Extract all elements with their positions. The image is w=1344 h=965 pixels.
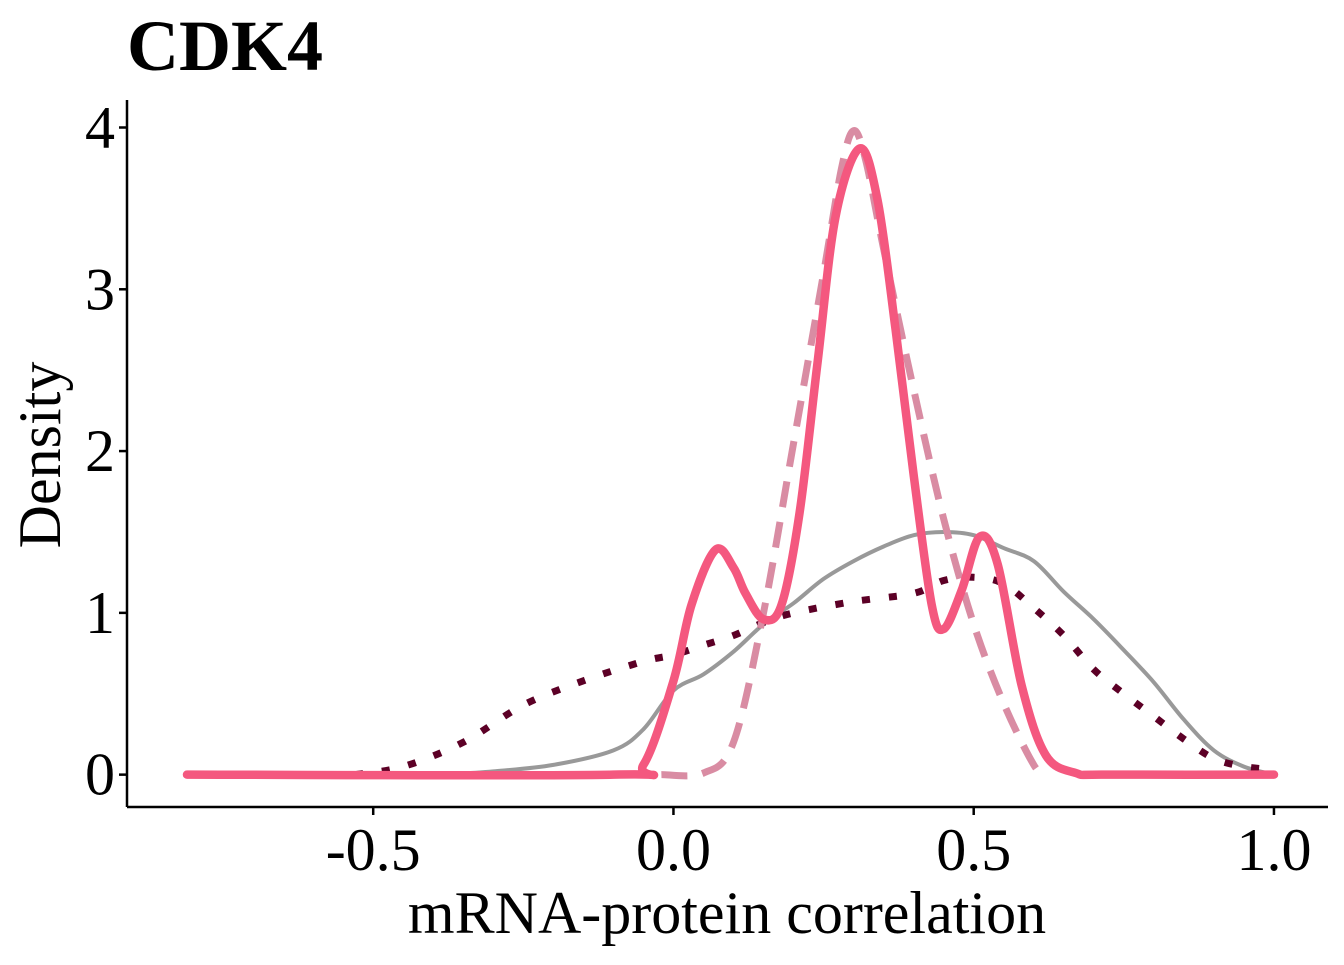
y-tick-label: 4 <box>85 95 115 161</box>
x-axis-title: mRNA-protein correlation <box>408 880 1046 946</box>
y-axis-ticks: 0 1 2 3 4 <box>85 95 127 808</box>
density-line-solid-thick <box>182 144 1279 780</box>
y-tick-label: 2 <box>85 418 115 484</box>
plot-lines <box>182 127 1279 780</box>
y-tick-label: 0 <box>85 742 115 808</box>
density-line-dashed <box>661 127 1048 780</box>
x-tick-label: 0.0 <box>636 817 711 883</box>
density-line-solid-thin <box>445 530 1275 777</box>
chart-title: CDK4 <box>127 6 323 86</box>
density-line-dotted <box>354 573 1275 779</box>
x-tick-label: 1.0 <box>1236 817 1311 883</box>
y-axis-title: Density <box>7 362 73 549</box>
x-tick-label: -0.5 <box>326 817 421 883</box>
x-tick-label: 0.5 <box>936 817 1011 883</box>
x-axis-ticks: -0.5 0.0 0.5 1.0 <box>326 807 1311 883</box>
y-tick-label: 1 <box>85 580 115 646</box>
y-tick-label: 3 <box>85 256 115 322</box>
